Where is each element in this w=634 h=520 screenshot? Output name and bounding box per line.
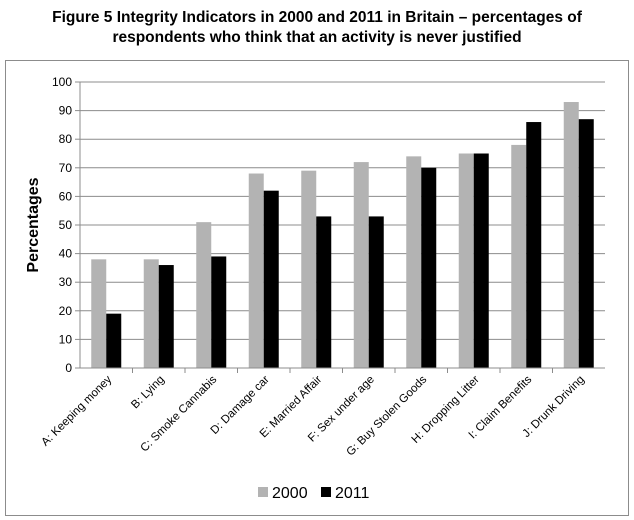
y-tick-label: 70 (59, 161, 73, 175)
bar-2000 (301, 170, 317, 368)
bar-2011 (421, 167, 437, 368)
y-tick-label: 40 (59, 247, 73, 261)
x-tick-label: B: Lying (129, 374, 167, 412)
bar-2011 (526, 122, 542, 368)
legend-swatch-2011 (321, 487, 331, 497)
y-tick-label: 20 (59, 304, 73, 318)
y-axis-ticks: 0 10 20 30 40 50 60 70 80 90 100 (52, 75, 80, 375)
bar-2000 (458, 153, 474, 368)
bar-2000 (248, 173, 264, 368)
bar-2000 (563, 102, 579, 369)
y-tick-label: 90 (59, 104, 73, 118)
bar-2000 (91, 259, 107, 368)
y-tick-label: 60 (59, 189, 73, 203)
bar-2000 (353, 162, 369, 368)
y-tick-label: 10 (59, 332, 73, 346)
bar-2011 (211, 256, 227, 368)
figure-title-line-1: Figure 5 Integrity Indicators in 2000 an… (52, 9, 582, 26)
bar-2011 (106, 313, 122, 368)
y-tick-label: 80 (59, 132, 73, 146)
y-tick-label: 0 (65, 361, 72, 375)
bar-2011 (158, 265, 174, 368)
bar-2011 (368, 216, 384, 368)
bar-2000 (406, 156, 422, 368)
bar-2011 (473, 153, 489, 368)
bar-2000 (196, 222, 212, 368)
bar-2000 (143, 259, 159, 368)
bar-2000 (511, 144, 527, 368)
legend-swatch-2000 (258, 487, 268, 497)
figure-title: Figure 5 Integrity Indicators in 2000 an… (0, 8, 634, 48)
y-tick-label: 30 (59, 275, 73, 289)
y-axis-label: Percentages (25, 177, 42, 272)
bars (91, 102, 594, 369)
bar-2011 (578, 119, 594, 369)
y-tick-label: 50 (59, 218, 73, 232)
legend-label: 2000 (272, 485, 308, 502)
x-tick-label: A: Keeping money (39, 373, 114, 448)
y-tick-label: 100 (52, 75, 72, 89)
legend: 2000 2011 (258, 485, 370, 502)
bar-2011 (263, 190, 279, 368)
figure-title-line-2: respondents who think that an activity i… (112, 29, 522, 46)
bar-2011 (316, 216, 332, 368)
legend-label: 2011 (335, 485, 370, 502)
